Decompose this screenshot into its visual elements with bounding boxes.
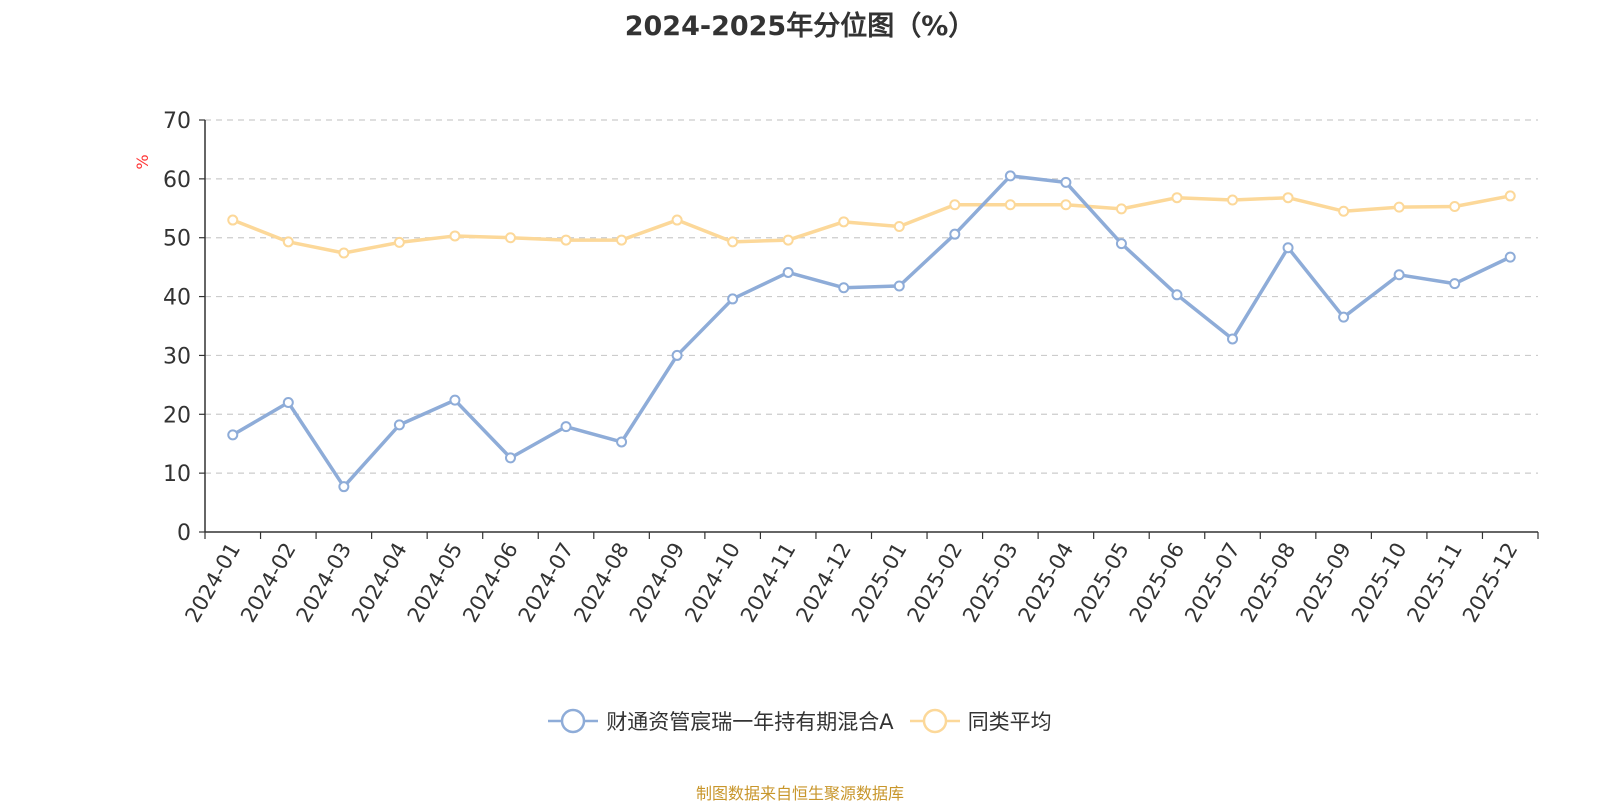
data-point (1338, 311, 1350, 323)
x-tick-label: 2025-08 (1236, 539, 1301, 627)
x-tick-label: 2024-08 (569, 539, 634, 627)
y-tick-label: 20 (163, 403, 191, 428)
legend-label: 同类平均 (967, 710, 1052, 734)
data-point (838, 282, 850, 294)
chart-title: 2024-2025年分位图（%） (624, 11, 976, 42)
data-point (1060, 176, 1072, 188)
data-point (1227, 194, 1239, 206)
y-axis-label: % (133, 154, 152, 169)
x-tick-label: 2024-09 (625, 539, 690, 627)
x-tick-label: 2024-05 (403, 539, 468, 627)
data-point (1171, 192, 1183, 204)
data-point (949, 228, 961, 240)
x-tick-label: 2024-12 (791, 539, 856, 627)
data-point (504, 232, 516, 244)
data-point (671, 349, 683, 361)
legend-item-1[interactable]: 同类平均 (909, 706, 1052, 736)
x-tick-label: 2024-01 (180, 539, 245, 627)
data-point (227, 214, 239, 226)
legend: 财通资管宸瑞一年持有期混合A 同类平均 (0, 706, 1600, 736)
data-point (1171, 289, 1183, 301)
data-point (782, 266, 794, 278)
data-point (1338, 205, 1350, 217)
data-point (1227, 333, 1239, 345)
data-point (893, 221, 905, 233)
data-point (1060, 199, 1072, 211)
data-point (282, 236, 294, 248)
x-tick-label: 2025-11 (1402, 539, 1467, 627)
y-tick-label: 30 (163, 344, 191, 369)
data-point (1393, 201, 1405, 213)
x-tick-label: 2025-02 (902, 539, 967, 627)
data-point (393, 419, 405, 431)
x-tick-label: 2025-03 (958, 539, 1023, 627)
legend-item-0[interactable]: 财通资管宸瑞一年持有期混合A (548, 706, 894, 736)
data-point (727, 293, 739, 305)
data-point (838, 216, 850, 228)
data-point (449, 230, 461, 242)
x-tick-label: 2024-06 (458, 539, 523, 627)
data-point (338, 481, 350, 493)
x-tick-label: 2024-04 (347, 539, 412, 627)
data-point (227, 429, 239, 441)
data-point (1393, 269, 1405, 281)
x-tick-label: 2025-05 (1069, 539, 1134, 627)
legend-swatch-icon (548, 708, 599, 734)
data-point (893, 280, 905, 292)
data-point (1004, 170, 1016, 182)
data-point (1449, 278, 1461, 290)
x-tick-label: 2024-10 (680, 539, 745, 627)
data-point (1115, 203, 1127, 215)
data-point (504, 452, 516, 464)
y-tick-label: 10 (163, 462, 191, 487)
data-point (616, 436, 628, 448)
data-point (949, 199, 961, 211)
line-chart: 010203040506070%2024-012024-022024-03202… (133, 109, 1539, 627)
data-point (1004, 199, 1016, 211)
x-tick-label: 2025-12 (1458, 539, 1523, 627)
data-point (1504, 190, 1516, 202)
legend-label: 财通资管宸瑞一年持有期混合A (606, 710, 894, 734)
x-tick-label: 2024-11 (736, 539, 801, 627)
y-tick-label: 40 (163, 286, 191, 311)
x-tick-label: 2024-07 (514, 539, 579, 627)
data-point (560, 234, 572, 246)
series-line-0 (231, 174, 1512, 489)
data-point (449, 394, 461, 406)
y-tick-label: 60 (163, 168, 191, 193)
y-tick-label: 50 (163, 227, 191, 252)
data-point (1282, 242, 1294, 254)
data-point (671, 214, 683, 226)
data-point (782, 234, 794, 246)
x-tick-label: 2025-06 (1125, 539, 1190, 627)
x-tick-label: 2025-09 (1291, 539, 1356, 627)
data-point (616, 234, 628, 246)
data-point (282, 397, 294, 409)
y-tick-label: 0 (177, 521, 191, 546)
source-note: 制图数据来自恒生聚源数据库 (695, 784, 904, 803)
data-point (338, 247, 350, 259)
x-tick-label: 2025-04 (1014, 539, 1079, 627)
data-point (393, 236, 405, 248)
data-point (560, 421, 572, 433)
x-tick-label: 2025-07 (1180, 539, 1245, 627)
data-point (1282, 192, 1294, 204)
data-point (1449, 201, 1461, 213)
data-point (1115, 238, 1127, 250)
x-tick-label: 2024-02 (236, 539, 301, 627)
x-tick-label: 2024-03 (292, 539, 357, 627)
data-point (727, 236, 739, 248)
series-line-1 (231, 194, 1512, 255)
x-tick-label: 2025-10 (1347, 539, 1412, 627)
legend-swatch-icon (909, 708, 960, 734)
x-tick-label: 2025-01 (847, 539, 912, 627)
y-tick-label: 70 (163, 109, 191, 134)
data-point (1504, 251, 1516, 263)
